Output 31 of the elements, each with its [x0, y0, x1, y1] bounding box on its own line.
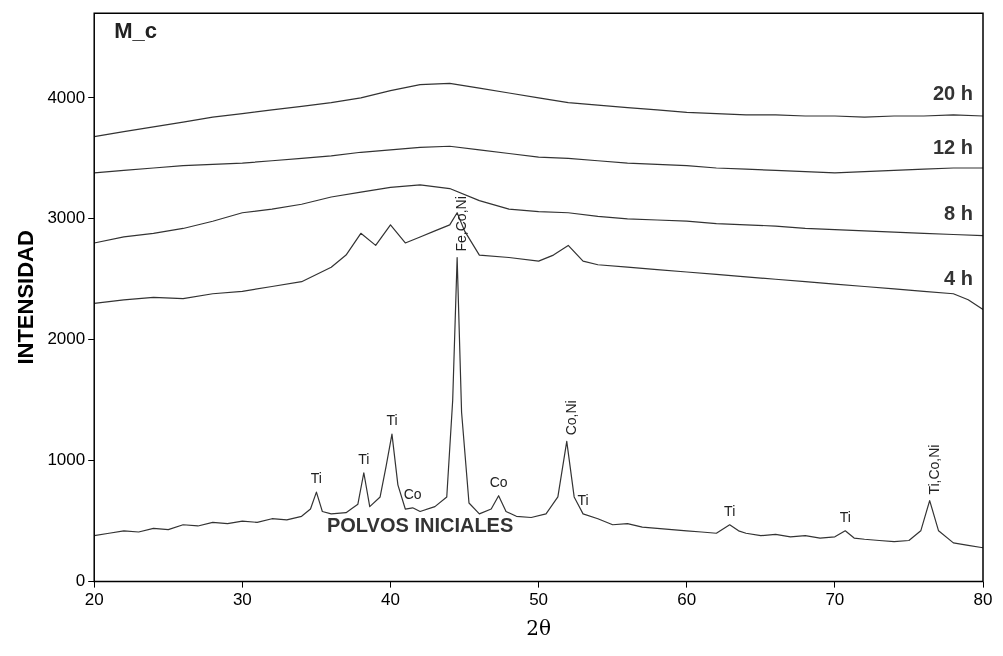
x-tick-label: 60	[677, 590, 697, 610]
annotation: Fe,Co,Ni	[453, 196, 469, 252]
annotation: Ti	[386, 411, 398, 428]
annotation: Co	[489, 473, 508, 490]
x-tick-label: 70	[825, 590, 845, 610]
annotation: Ti	[577, 491, 589, 508]
annotation: Ti	[724, 502, 736, 519]
annotation: Ti	[358, 450, 370, 467]
x-tick-label: 40	[381, 590, 400, 610]
annotation: Co,Ni	[562, 400, 579, 436]
annotation: M_c	[114, 18, 158, 44]
annotation: Ti	[310, 469, 322, 486]
series-label: 8 h	[944, 202, 973, 225]
x-tick-label: 80	[973, 590, 993, 610]
x-tick-label: 30	[232, 590, 252, 610]
y-axis-title: INTENSIDAD	[13, 230, 39, 365]
x-tick-label: 50	[529, 590, 549, 610]
y-tick-label: 2000	[47, 329, 86, 349]
series-label: 20 h	[932, 82, 973, 105]
series-label: 4 h	[944, 267, 973, 290]
y-tick-label: 4000	[47, 87, 86, 107]
annotation: Ti,Co,Ni	[925, 444, 942, 495]
y-tick-label: 1000	[47, 450, 86, 470]
annotation: Co	[403, 485, 422, 502]
y-tick-label: 0	[75, 571, 86, 591]
x-tick-label: 20	[84, 590, 104, 610]
x-axis-title: 2θ	[526, 616, 551, 641]
y-tick-label: 3000	[47, 208, 86, 228]
series-label: POLVOS INICIALES	[326, 514, 514, 537]
annotation: Ti	[839, 508, 851, 525]
series-label: 12 h	[932, 135, 973, 158]
